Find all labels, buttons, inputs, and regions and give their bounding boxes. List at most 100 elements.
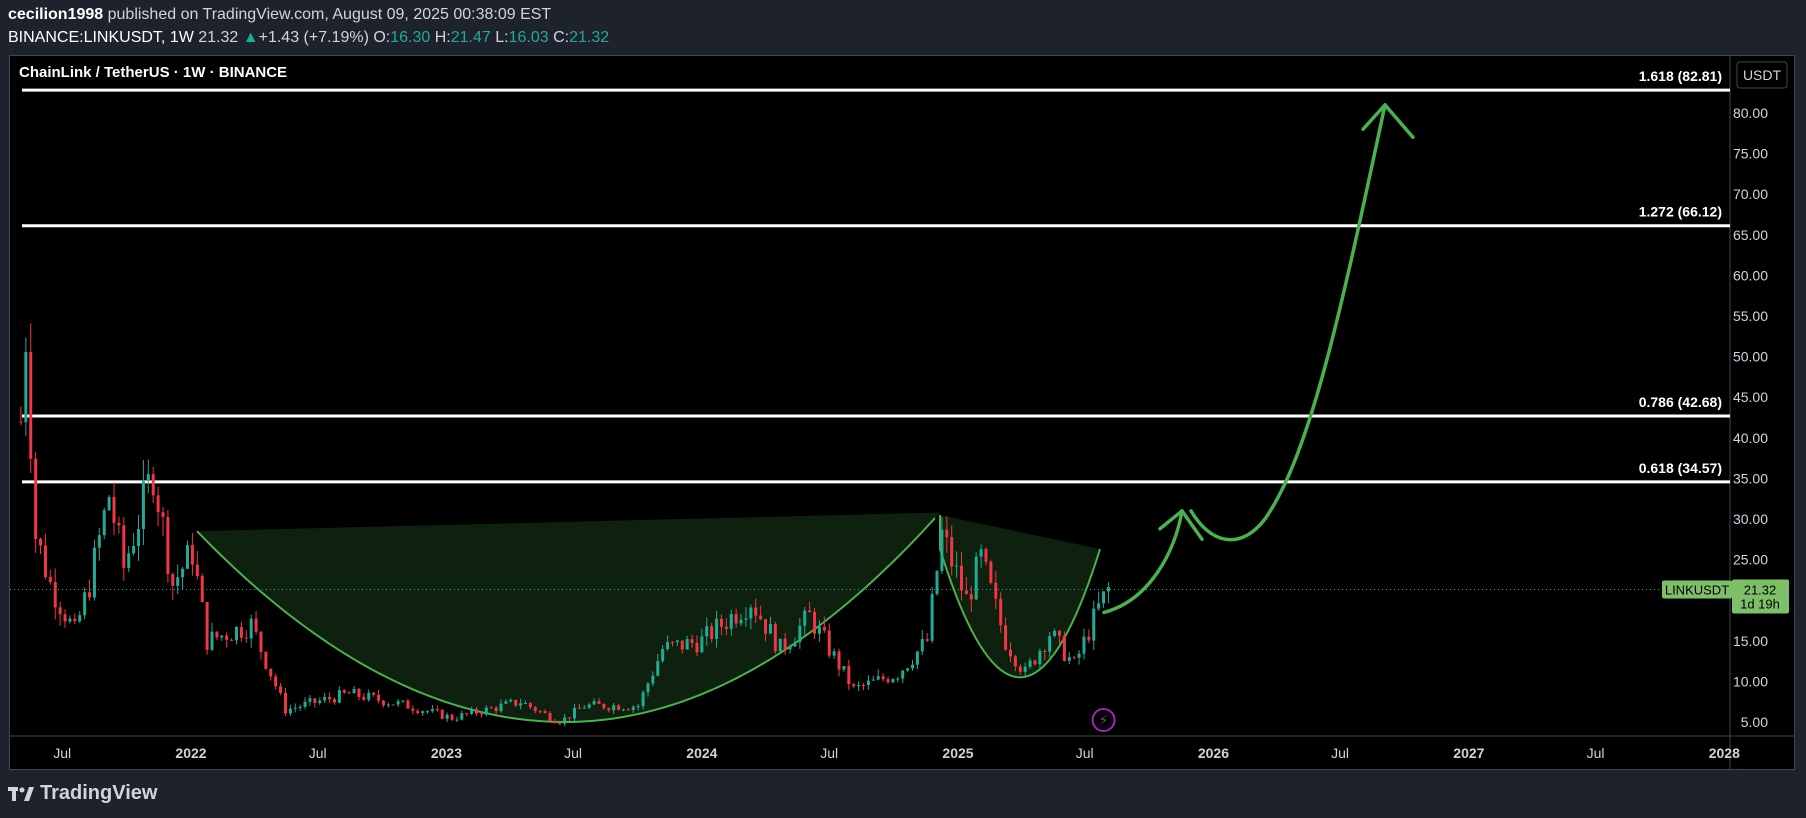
price-change: +1.43 (+7.19%) xyxy=(258,29,369,46)
price-tag-value: 21.32 xyxy=(1744,582,1777,597)
candle-body xyxy=(195,564,199,577)
candle-body xyxy=(592,701,596,705)
candle-body xyxy=(1018,666,1022,672)
candle-body xyxy=(675,640,679,643)
candle-body xyxy=(367,692,371,700)
candle-body xyxy=(920,639,924,652)
y-tick-label: 60.00 xyxy=(1733,267,1768,283)
x-tick-label: Jul xyxy=(1587,745,1605,761)
x-tick-label: Jul xyxy=(1331,745,1349,761)
candle-body xyxy=(1062,635,1066,661)
candle-body xyxy=(475,709,479,714)
candle-body xyxy=(964,590,968,595)
candle-body xyxy=(778,638,782,652)
candle-body xyxy=(582,707,586,709)
open-label: O: xyxy=(373,29,391,46)
y-tick-label: 70.00 xyxy=(1733,186,1768,202)
candle-body xyxy=(259,631,263,652)
candle-body xyxy=(563,717,567,724)
candle-body xyxy=(915,651,919,665)
candle-body xyxy=(484,707,488,715)
candle-body xyxy=(499,703,503,712)
candle-body xyxy=(979,549,983,557)
candle-body xyxy=(460,713,464,720)
projection-arrow-head-icon xyxy=(1361,103,1415,140)
candle-body xyxy=(646,683,650,693)
candle-body xyxy=(543,711,547,713)
candle-body xyxy=(710,626,714,640)
candle-body xyxy=(974,556,978,600)
candle-body xyxy=(1038,651,1042,665)
candle-body xyxy=(813,612,817,634)
candle-body xyxy=(886,679,890,683)
candle-body xyxy=(695,642,699,653)
candle-body xyxy=(857,684,861,687)
candle-body xyxy=(768,624,772,634)
y-tick-label: 75.00 xyxy=(1733,146,1768,162)
price-tag-countdown: 1d 19h xyxy=(1740,596,1780,611)
high-label: H: xyxy=(434,29,451,46)
brand-name: TradingView xyxy=(40,782,158,804)
candle-body xyxy=(176,577,180,586)
candle-body xyxy=(1077,653,1081,658)
candle-body xyxy=(381,700,385,706)
candle-body xyxy=(602,703,606,709)
fib-level-label: 1.618 (82.81) xyxy=(1639,68,1722,84)
candle-body xyxy=(141,480,145,530)
candle-body xyxy=(29,352,33,459)
candle-body xyxy=(430,709,434,712)
fib-level-label: 1.272 (66.12) xyxy=(1639,204,1722,220)
candle-body xyxy=(264,651,268,669)
candle-body xyxy=(220,635,224,638)
y-tick-label: 15.00 xyxy=(1733,633,1768,649)
symbol-tag-label: LINKUSDT xyxy=(1665,582,1729,597)
candle-body xyxy=(323,696,327,701)
tradingview-logo[interactable]: TradingView xyxy=(8,782,157,805)
candle-body xyxy=(1106,586,1110,592)
candle-body xyxy=(313,698,317,703)
y-tick-label: 35.00 xyxy=(1733,470,1768,486)
candle-body xyxy=(88,592,92,598)
candle-body xyxy=(352,688,356,694)
candle-body xyxy=(401,700,405,702)
candle-body xyxy=(524,703,528,705)
y-tick-label: 45.00 xyxy=(1733,389,1768,405)
x-tick-label: Jul xyxy=(53,745,71,761)
candle-body xyxy=(685,639,689,650)
candle-body xyxy=(137,529,141,547)
currency-button xyxy=(1736,61,1788,89)
handle-fill xyxy=(940,514,1100,678)
candle-body xyxy=(666,642,670,649)
candle-body xyxy=(97,535,101,548)
chart-frame[interactable]: 5.0010.0015.0020.0025.0030.0035.0040.004… xyxy=(9,55,1795,770)
candle-body xyxy=(391,704,395,706)
candle-body xyxy=(440,709,444,719)
candle-body xyxy=(538,711,542,713)
y-tick-label: 55.00 xyxy=(1733,308,1768,324)
candle-body xyxy=(445,714,449,719)
candle-body xyxy=(528,703,532,708)
candle-body xyxy=(773,624,777,652)
candle-body xyxy=(612,705,616,711)
candle-body xyxy=(940,529,944,572)
candle-body xyxy=(989,561,993,583)
candle-body xyxy=(827,630,831,656)
author-name[interactable]: cecilion1998 xyxy=(8,6,104,23)
candle-body xyxy=(102,510,106,536)
candle-body xyxy=(617,705,621,710)
candle-body xyxy=(754,607,758,616)
candle-body xyxy=(504,701,508,704)
candle-body xyxy=(274,676,278,687)
candle-body xyxy=(788,646,792,650)
y-tick-label: 40.00 xyxy=(1733,430,1768,446)
candle-body xyxy=(641,692,645,707)
candle-body xyxy=(700,636,704,653)
candle-body xyxy=(984,549,988,562)
candle-body xyxy=(1053,630,1057,637)
price-chart[interactable]: 5.0010.0015.0020.0025.0030.0035.0040.004… xyxy=(10,56,1794,769)
candle-body xyxy=(479,713,483,715)
candle-body xyxy=(715,618,719,640)
candle-body xyxy=(181,568,185,578)
currency-button-label[interactable]: USDT xyxy=(1743,67,1782,83)
candle-body xyxy=(43,545,47,578)
